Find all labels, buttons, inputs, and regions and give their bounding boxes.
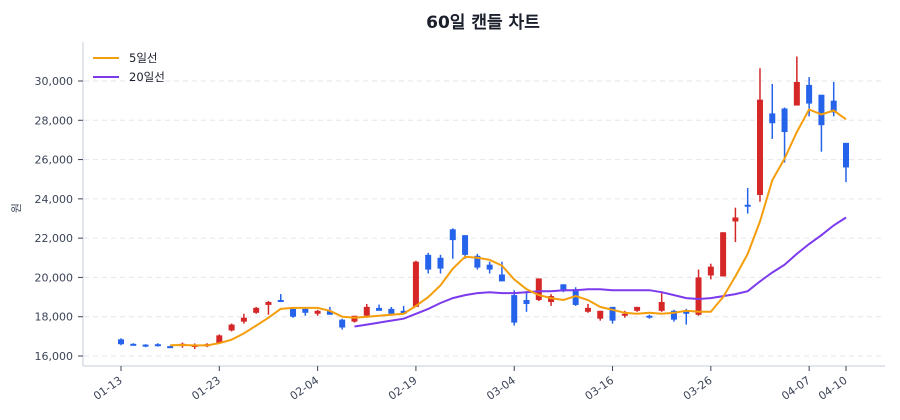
- candle: [535, 278, 542, 302]
- candle: [695, 269, 702, 316]
- candle: [412, 260, 419, 307]
- candle: [769, 83, 776, 139]
- candle: [425, 252, 432, 274]
- x-tick-label: 03-16: [583, 374, 617, 403]
- candle: [843, 142, 849, 183]
- candle: [228, 323, 235, 332]
- x-tick-label: 03-26: [681, 374, 715, 403]
- candle: [793, 56, 800, 106]
- candle: [265, 301, 272, 315]
- y-tick-label: 30,000: [35, 75, 74, 88]
- candle: [707, 263, 714, 280]
- candle: [363, 303, 370, 318]
- candle: [388, 306, 395, 314]
- y-tick-label: 24,000: [35, 193, 74, 206]
- candle: [486, 261, 493, 274]
- candle: [720, 232, 727, 277]
- legend-label-ma20: 20일선: [129, 70, 165, 84]
- y-tick-label: 22,000: [35, 232, 74, 245]
- candle: [314, 309, 321, 316]
- y-tick-label: 26,000: [35, 154, 74, 167]
- x-tick-label: 04-10: [816, 374, 850, 403]
- legend: 5일선 20일선: [93, 51, 165, 84]
- ma20-line: [354, 216, 847, 328]
- gridlines: [84, 80, 885, 357]
- candle: [339, 318, 346, 330]
- x-tick-label: 02-19: [386, 374, 420, 403]
- candle: [523, 291, 530, 312]
- y-tick-label: 16,000: [35, 350, 74, 363]
- candle: [302, 307, 309, 316]
- candle: [474, 253, 481, 270]
- y-axis-label: 원: [10, 203, 23, 213]
- y-axis-ticks: 16,000 18,000 20,000 22,000 24,000 26,000 28,0…: [35, 75, 83, 363]
- candle: [376, 304, 383, 311]
- candle: [511, 290, 518, 326]
- candle: [449, 228, 456, 259]
- x-tick-label: 01-23: [189, 374, 223, 403]
- candle: [400, 305, 407, 314]
- candle: [118, 338, 124, 346]
- candle: [142, 344, 149, 348]
- candle: [240, 313, 247, 324]
- x-tick-label: 01-13: [91, 374, 125, 403]
- chart-title: 60일 캔들 차트: [426, 13, 540, 33]
- candle: [658, 293, 665, 312]
- candle: [462, 235, 469, 259]
- x-tick-label: 02-04: [288, 374, 322, 403]
- ma5-line: [170, 108, 847, 347]
- candle: [744, 188, 751, 214]
- candle: [154, 343, 161, 347]
- x-axis-ticks: 01-13 01-23 02-04 02-19 03-04 03-16 03-26 04-07…: [91, 366, 850, 403]
- candle: [818, 94, 825, 152]
- candle: [584, 303, 591, 313]
- candle: [437, 254, 444, 274]
- y-tick-label: 20,000: [35, 271, 74, 284]
- candle: [597, 310, 604, 321]
- candles: [118, 56, 849, 350]
- y-tick-label: 28,000: [35, 114, 74, 127]
- x-tick-label: 04-07: [779, 374, 813, 403]
- candle: [253, 306, 260, 314]
- axes: [82, 42, 885, 367]
- candle: [646, 314, 653, 319]
- candle: [130, 343, 137, 346]
- candle: [756, 68, 763, 202]
- legend-label-ma5: 5일선: [129, 51, 157, 65]
- candle: [781, 107, 788, 163]
- candle: [732, 207, 739, 243]
- x-tick-label: 03-04: [484, 374, 518, 403]
- candle: [277, 294, 284, 303]
- candle: [548, 294, 555, 306]
- candle: [167, 345, 174, 349]
- candle: [634, 306, 641, 312]
- y-tick-label: 18,000: [35, 311, 74, 324]
- candle: [290, 307, 297, 318]
